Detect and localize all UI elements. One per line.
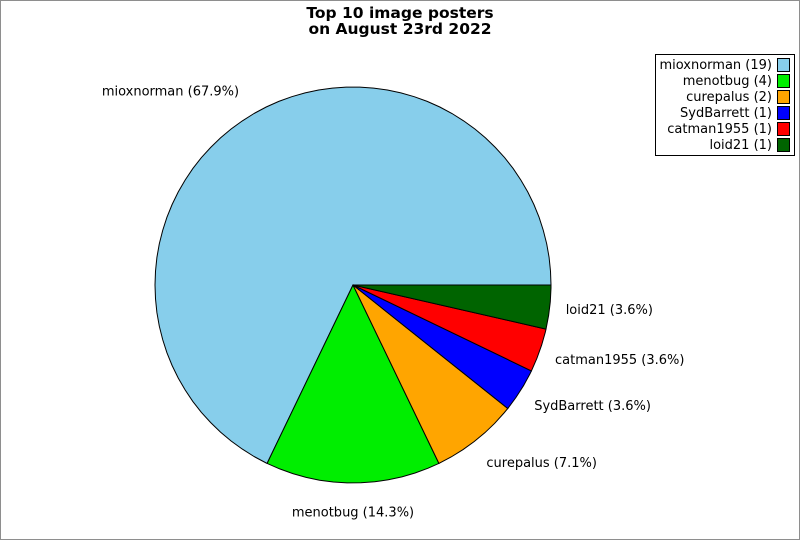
- legend-swatch-catman1955: [777, 122, 790, 136]
- pie-slice-curepalus: [352, 284, 509, 465]
- pie-slice-loid21: [352, 284, 552, 330]
- legend-swatch-SydBarrett: [777, 106, 790, 120]
- legend-item-mioxnorman: mioxnorman (19): [659, 57, 790, 73]
- legend-item-menotbug: menotbug (4): [660, 73, 790, 89]
- legend-item-label: catman1955 (1): [667, 121, 772, 137]
- chart-title: Top 10 image posters on August 23rd 2022: [1, 5, 799, 37]
- slice-label-mioxnorman: mioxnorman (67.9%): [102, 84, 239, 99]
- legend-item-catman1955: catman1955 (1): [660, 121, 790, 137]
- slice-label-loid21: loid21 (3.6%): [566, 303, 653, 318]
- legend-item-curepalus: curepalus (2): [660, 89, 790, 105]
- legend-swatch-curepalus: [777, 90, 790, 104]
- pie-slice-menotbug: [266, 283, 440, 484]
- legend-swatch-loid21: [777, 138, 790, 152]
- legend-item-loid21: loid21 (1): [660, 137, 790, 153]
- legend-item-label: curepalus (2): [686, 89, 772, 105]
- slice-label-catman1955: catman1955 (3.6%): [555, 353, 684, 368]
- pie-slice-mioxnorman: [154, 86, 552, 465]
- slice-label-SydBarrett: SydBarrett (3.6%): [534, 399, 651, 414]
- legend-item-label: loid21 (1): [709, 137, 772, 153]
- slice-label-curepalus: curepalus (7.1%): [486, 456, 597, 471]
- legend-swatch-menotbug: [777, 74, 790, 88]
- legend-item-SydBarrett: SydBarrett (1): [660, 105, 790, 121]
- slice-label-menotbug: menotbug (14.3%): [292, 506, 414, 521]
- legend-item-label: SydBarrett (1): [680, 105, 772, 121]
- legend: mioxnorman (19) menotbug (4) curepalus (2)…: [655, 54, 795, 156]
- chart-title-line2: on August 23rd 2022: [308, 20, 492, 38]
- legend-item-label: menotbug (4): [682, 73, 772, 89]
- chart-title-line1: Top 10 image posters: [306, 4, 494, 22]
- legend-item-label: mioxnorman (19): [659, 57, 772, 73]
- legend-swatch-mioxnorman: [777, 58, 790, 72]
